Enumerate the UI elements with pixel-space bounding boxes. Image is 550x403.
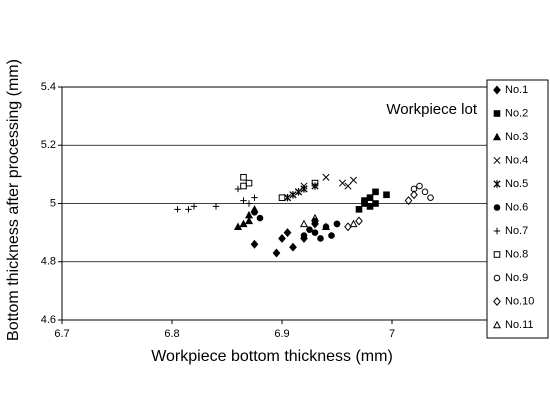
legend-label: No.10: [505, 295, 534, 307]
point: [410, 190, 418, 200]
legend-label: No.5: [505, 178, 528, 190]
point: [256, 214, 264, 222]
point: [383, 191, 390, 199]
x-tick-label: 6.7: [54, 328, 69, 340]
legend-label: No.7: [505, 225, 528, 237]
point: [349, 219, 358, 228]
legend-label: No.9: [505, 272, 528, 284]
point: [240, 197, 247, 204]
x-axis-label: Workpiece bottom thickness (mm): [151, 348, 393, 365]
point: [317, 235, 324, 242]
point: [299, 219, 309, 228]
legend-label: No.1: [505, 84, 528, 96]
point: [245, 200, 253, 207]
x-tick-label: 7: [389, 328, 395, 340]
point: [344, 182, 352, 190]
point: [322, 173, 330, 181]
point: [310, 213, 320, 222]
point: [233, 222, 243, 230]
point: [366, 203, 374, 210]
point: [321, 222, 331, 230]
x-tick-label: 6.8: [164, 328, 179, 340]
point: [239, 219, 248, 228]
legend-marker: [493, 85, 501, 95]
point: [427, 194, 434, 201]
point: [361, 197, 368, 204]
point: [272, 248, 281, 258]
legend-marker: [493, 204, 501, 211]
legend-label: No.6: [505, 201, 528, 213]
legend-marker: [493, 180, 501, 188]
point: [306, 226, 313, 234]
y-axis-label: Bottom thickness after processing (mm): [5, 59, 22, 341]
point: [278, 233, 286, 243]
point: [416, 182, 423, 190]
point: [289, 242, 297, 252]
point: [212, 203, 220, 210]
point: [240, 182, 247, 190]
point: [250, 239, 259, 249]
legend-label: No.8: [505, 248, 528, 260]
point: [311, 229, 319, 236]
point: [283, 193, 292, 202]
point: [174, 206, 181, 213]
point: [289, 191, 297, 199]
point: [372, 200, 379, 207]
point: [185, 206, 192, 213]
point: [372, 188, 379, 196]
point: [300, 185, 308, 193]
point: [355, 216, 363, 226]
legend-marker: [493, 297, 501, 306]
legend-marker: [493, 251, 501, 258]
y-tick-label: 5.4: [41, 81, 56, 93]
point: [190, 203, 198, 210]
point: [251, 208, 258, 216]
legend-title: Workpiece lot: [386, 101, 477, 118]
legend-label: No.3: [505, 131, 528, 143]
point: [355, 206, 363, 213]
point: [294, 188, 303, 196]
point: [240, 173, 247, 181]
legend-marker: [493, 227, 501, 235]
legend-label: No.4: [505, 154, 528, 166]
point: [333, 220, 341, 228]
point: [404, 196, 413, 206]
point: [283, 228, 292, 238]
y-tick-label: 4.6: [41, 314, 56, 326]
point: [338, 179, 347, 187]
point: [251, 194, 258, 201]
y-tick-label: 4.8: [41, 256, 56, 268]
point: [278, 194, 286, 201]
point: [344, 222, 352, 232]
y-tick-label: 5.2: [41, 139, 56, 151]
legend-marker: [493, 110, 501, 117]
legend-marker: [493, 274, 501, 282]
point: [421, 188, 429, 196]
point: [366, 194, 374, 201]
point: [245, 179, 253, 187]
point: [349, 176, 358, 184]
point: [328, 232, 335, 239]
legend-marker: [493, 156, 501, 165]
legend-label: No.2: [505, 107, 528, 119]
point: [311, 179, 319, 187]
point: [234, 185, 242, 193]
point: [244, 216, 254, 225]
legend-marker: [492, 132, 502, 141]
plot: [62, 86, 502, 321]
point: [300, 232, 308, 239]
legend-label: No.11: [505, 319, 534, 331]
y-tick-label: 5: [50, 197, 56, 209]
legend-marker: [492, 320, 502, 329]
x-tick-label: 6.9: [274, 328, 289, 340]
